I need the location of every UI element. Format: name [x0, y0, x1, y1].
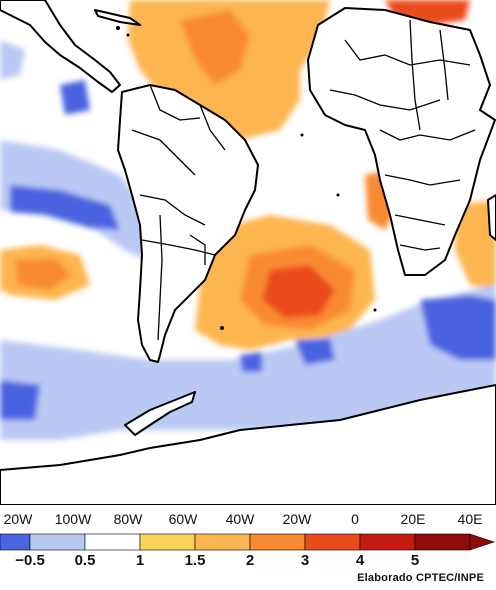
land-africa — [307, 7, 496, 276]
legend-label: 3 — [300, 552, 310, 569]
border-uruguay — [189, 234, 206, 265]
border-north-south-africa — [409, 19, 421, 131]
land-madagascar — [487, 194, 496, 241]
land-antarctica — [0, 384, 496, 505]
border-central-africa — [379, 129, 476, 141]
legend-label: 5 — [410, 552, 420, 569]
border-south-africa — [399, 244, 441, 251]
cool-core-indian-southern — [420, 295, 496, 360]
lon-label: 40W — [225, 511, 255, 527]
border-peru-brazil — [131, 129, 196, 176]
warm-anomaly-indian-ocean — [455, 200, 496, 290]
lon-label: 20W — [3, 511, 33, 527]
cool-spot-pacific — [60, 80, 90, 115]
longitude-axis: 20W 100W 80W 60W 40W 20W 0 20E 40E — [0, 505, 496, 531]
color-bin — [194, 533, 251, 551]
cool-anomaly-north-pacific — [0, 40, 25, 80]
legend-labels: −0.5 0.5 1 1.5 2 3 4 5 — [0, 552, 496, 572]
lon-label: 20E — [400, 511, 426, 527]
color-bin — [139, 533, 196, 551]
color-bin — [414, 533, 471, 551]
legend-label: 2 — [245, 552, 255, 569]
color-bin — [249, 533, 306, 551]
border-namibia-botswana — [394, 214, 446, 226]
island-falklands — [220, 326, 224, 330]
border-sahel — [344, 39, 471, 66]
color-bar-arrow — [469, 533, 495, 551]
lon-label: 0 — [351, 511, 359, 527]
color-bin — [0, 533, 31, 551]
color-bin — [84, 533, 141, 551]
border-east-africa — [439, 29, 449, 101]
lon-label: 80W — [113, 511, 143, 527]
anomaly-shading — [0, 0, 496, 440]
small-islands — [116, 26, 377, 330]
island-st-helena — [336, 193, 340, 197]
border-angola-congo — [384, 174, 461, 186]
island-ascension — [300, 133, 304, 137]
color-bin — [29, 533, 86, 551]
land-antarctic-peninsula — [124, 391, 196, 436]
land-caribbean-islands — [94, 9, 141, 26]
cool-spot-drake — [240, 352, 262, 372]
land-south-america — [117, 84, 259, 363]
island-tristan — [373, 308, 377, 312]
land-central-america — [0, 0, 121, 93]
cool-spot-south-atlantic — [295, 338, 335, 365]
color-bin — [359, 533, 416, 551]
legend-label: −0.5 — [15, 552, 45, 569]
cool-core-pacific-band — [10, 185, 120, 230]
border-west-africa — [329, 89, 441, 111]
border-venezuela-colombia — [149, 84, 201, 121]
legend-label: 1 — [135, 552, 145, 569]
land-masses — [0, 0, 496, 505]
warm-peak-south-atlantic — [262, 265, 335, 318]
anomaly-map — [0, 0, 496, 505]
lon-label: 60W — [168, 511, 198, 527]
cool-spot-southeast-pacific — [0, 380, 40, 420]
legend-label: 1.5 — [184, 552, 206, 569]
legend-label: 4 — [355, 552, 365, 569]
country-borders — [131, 19, 476, 341]
border-guianas — [199, 104, 226, 151]
island-lesser-antilles — [126, 33, 130, 37]
color-scale-bar — [0, 533, 495, 551]
island-caribbean — [116, 26, 120, 30]
lon-label: 20W — [282, 511, 312, 527]
lon-label: 100W — [54, 511, 92, 527]
map-canvas — [0, 0, 496, 505]
warm-core-tropical-atlantic — [180, 10, 250, 85]
color-bin — [304, 533, 361, 551]
legend-label: 0.5 — [74, 552, 96, 569]
border-chile-argentina — [157, 214, 163, 341]
border-bolivia — [139, 194, 206, 226]
credit-text: Elaborado CPTEC/INPE — [357, 572, 484, 584]
lon-label: 40E — [457, 511, 483, 527]
warm-core-pacific — [15, 258, 72, 290]
